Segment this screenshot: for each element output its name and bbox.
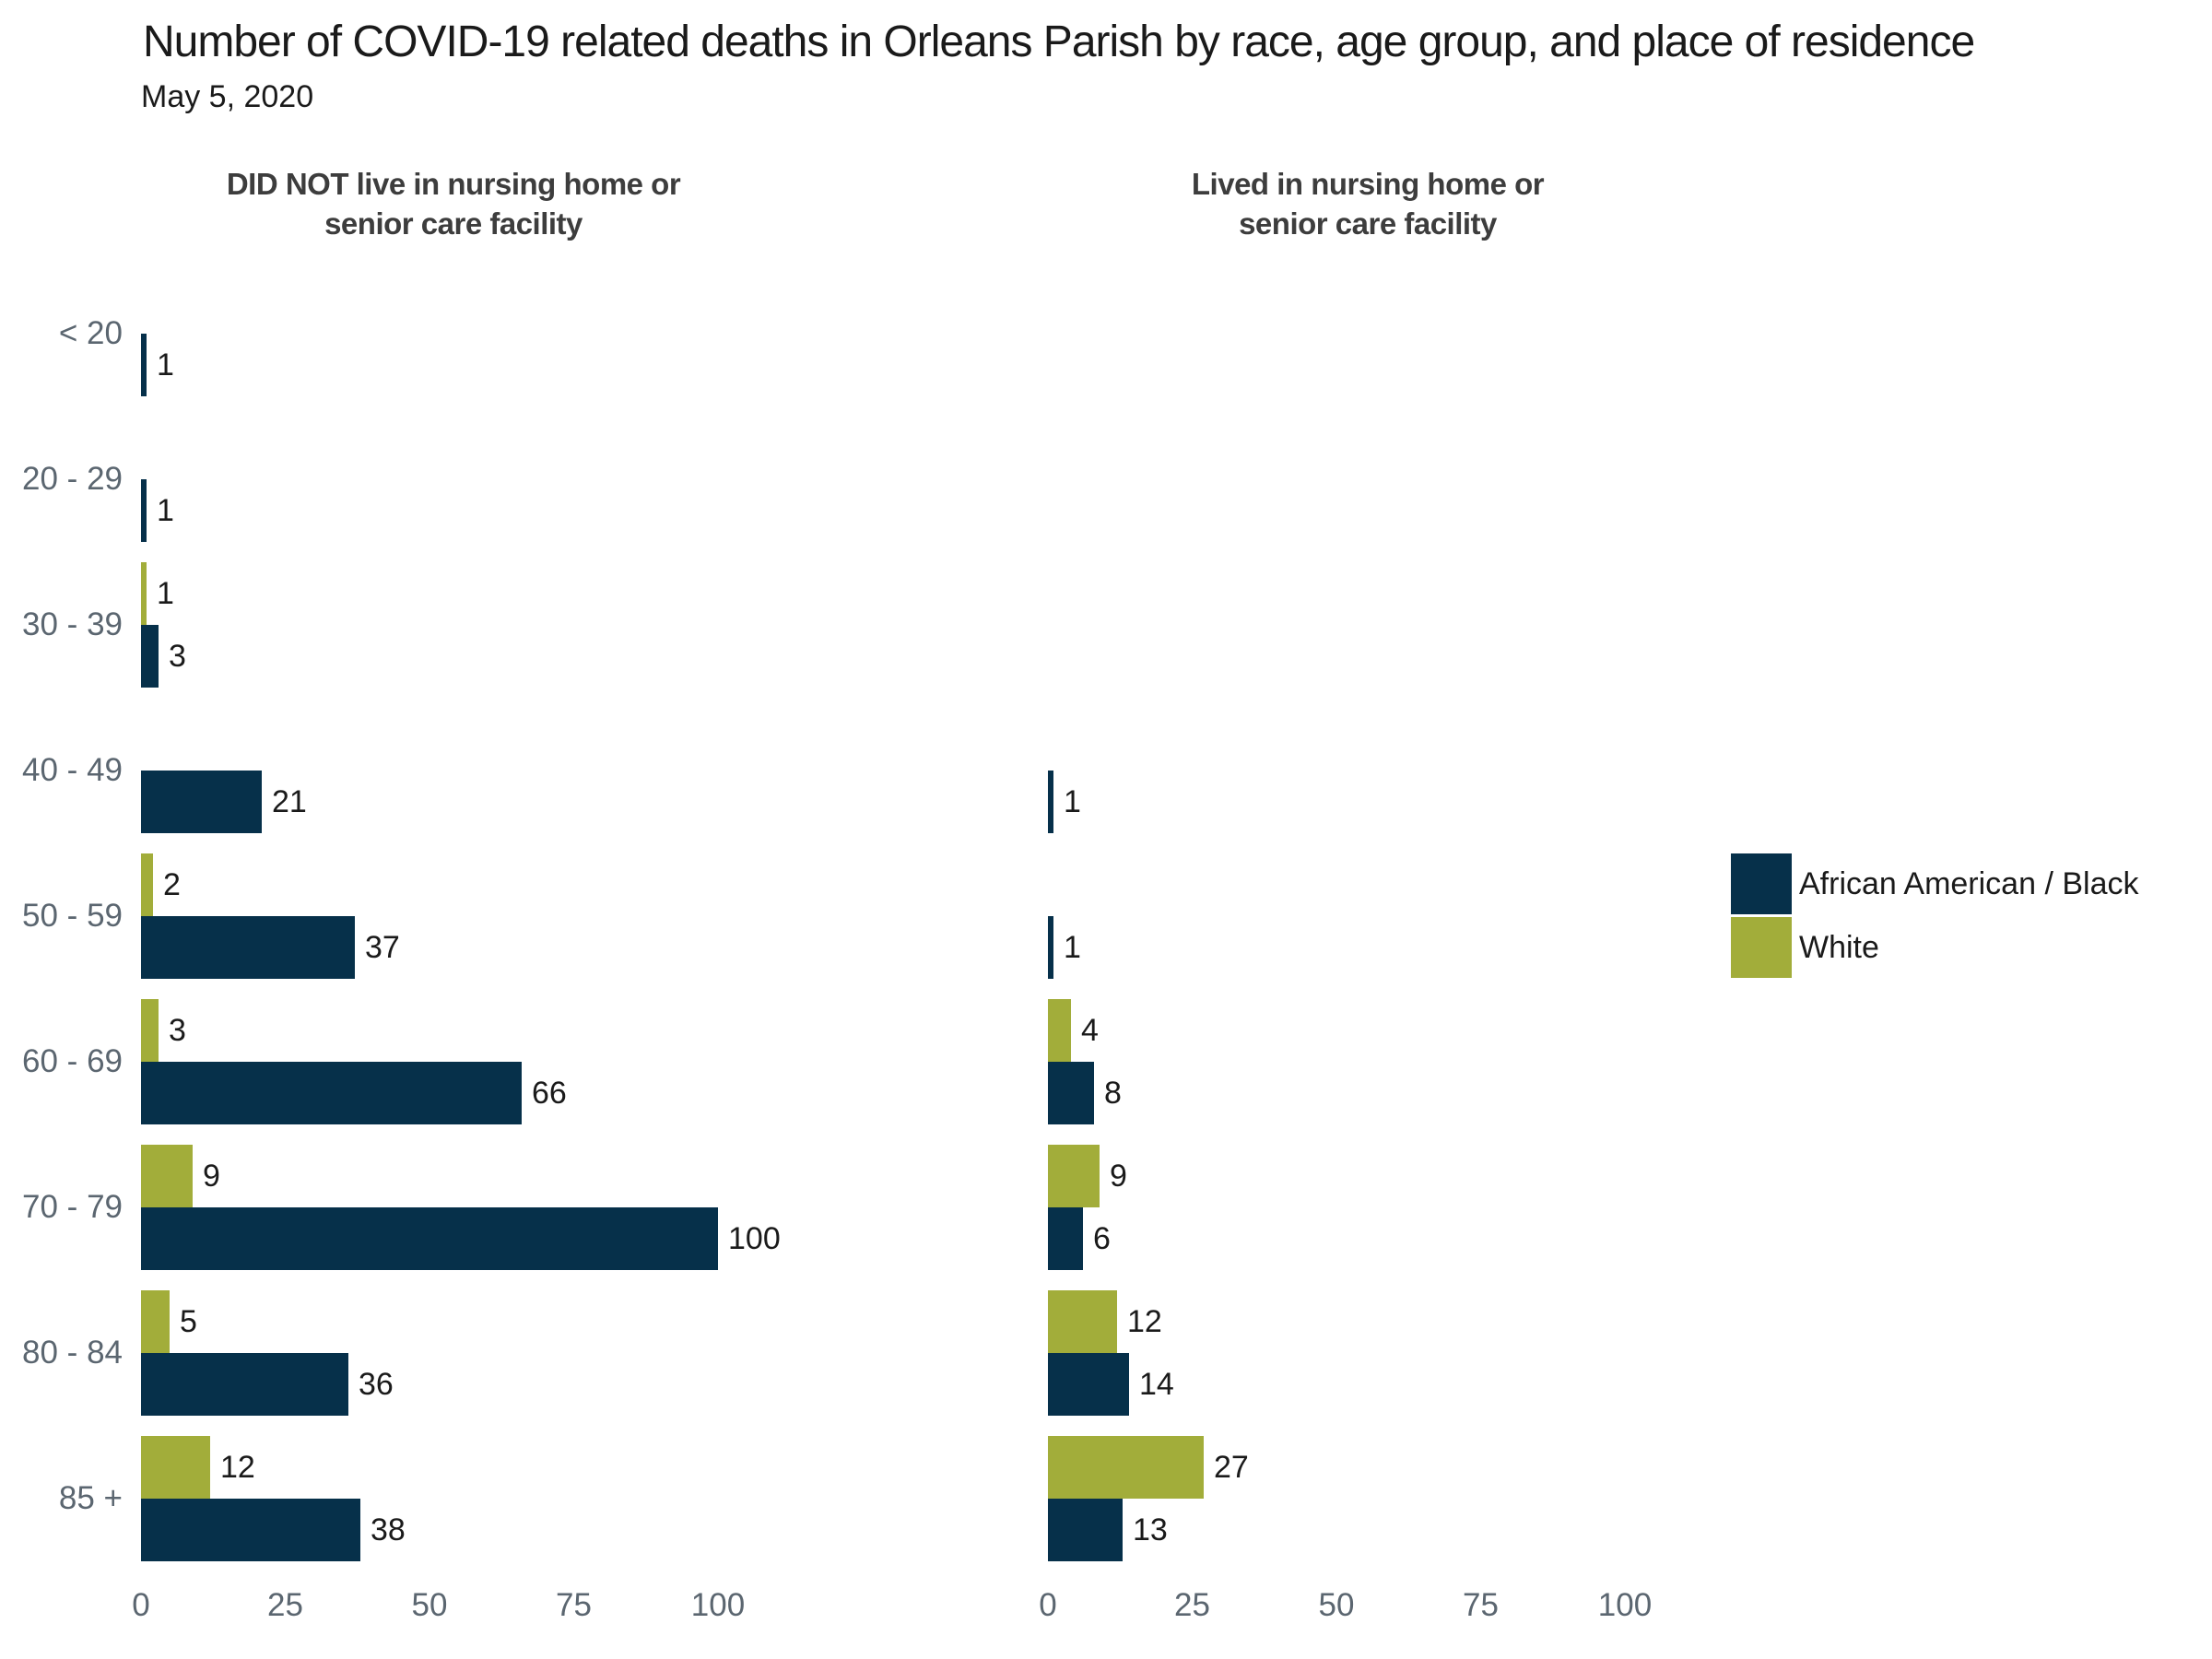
panel-header-line: Lived in nursing home or (1191, 167, 1545, 201)
legend-swatch-african-american (1731, 853, 1792, 914)
value-label: 66 (532, 1076, 567, 1111)
bar-african-american (141, 1353, 348, 1416)
bar-african-american (141, 479, 147, 542)
legend-label: African American / Black (1799, 865, 2139, 901)
category-label: < 20 (58, 315, 123, 351)
value-label: 37 (365, 930, 400, 965)
bar-african-american (141, 1207, 718, 1270)
value-label: 4 (1081, 1013, 1099, 1048)
panel-header-did-not-live: DID NOT live in nursing home or senior c… (159, 164, 748, 243)
legend-item-white: White (1731, 917, 1879, 978)
axis-tick-label: 0 (132, 1587, 150, 1623)
axis-tick-label: 25 (267, 1587, 303, 1623)
value-label: 38 (371, 1512, 406, 1547)
value-label: 13 (1133, 1512, 1168, 1547)
bar-african-american (141, 771, 262, 833)
category-label: 85 + (58, 1480, 123, 1516)
axis-tick-label: 25 (1174, 1587, 1210, 1623)
bar-african-american (141, 1499, 360, 1561)
value-label: 12 (1127, 1304, 1162, 1339)
bar-white (141, 562, 147, 625)
bar-african-american (1048, 916, 1053, 979)
value-label: 3 (169, 1013, 186, 1048)
value-label: 2 (163, 867, 181, 902)
bar-african-american (1048, 1207, 1083, 1270)
category-label: 60 - 69 (22, 1043, 123, 1079)
value-label: 9 (203, 1159, 220, 1194)
value-label: 3 (169, 639, 186, 674)
bar-white (141, 1145, 193, 1207)
panel-header-line: senior care facility (1239, 206, 1497, 241)
value-label: 21 (272, 784, 307, 819)
value-label: 1 (157, 347, 174, 382)
panel-header-line: senior care facility (324, 206, 582, 241)
panel-header-lived: Lived in nursing home or senior care fac… (1073, 164, 1663, 243)
bar-african-american (1048, 1062, 1094, 1124)
value-label: 6 (1093, 1221, 1111, 1256)
category-label: 30 - 39 (22, 606, 123, 642)
bar-african-american (1048, 1499, 1123, 1561)
value-label: 9 (1110, 1159, 1127, 1194)
bar-white (141, 1436, 210, 1499)
chart-title: Number of COVID-19 related deaths in Orl… (143, 18, 1975, 66)
value-label: 1 (157, 493, 174, 528)
bar-white (141, 1290, 170, 1353)
bar-white (1048, 1436, 1204, 1499)
value-label: 14 (1139, 1367, 1174, 1402)
category-label: 70 - 79 (22, 1189, 123, 1225)
value-label: 1 (157, 576, 174, 611)
bar-white (1048, 1290, 1117, 1353)
legend-item-african-american: African American / Black (1731, 853, 2138, 914)
category-label: 80 - 84 (22, 1335, 123, 1371)
category-label: 50 - 59 (22, 898, 123, 934)
axis-tick-label: 100 (1597, 1587, 1653, 1623)
axis-tick-label: 75 (556, 1587, 592, 1623)
bar-african-american (1048, 771, 1053, 833)
bar-white (141, 853, 153, 916)
panel-header-line: DID NOT live in nursing home or (226, 167, 681, 201)
axis-tick-label: 50 (1318, 1587, 1355, 1623)
category-label: 40 - 49 (22, 752, 123, 788)
value-label: 1 (1064, 784, 1081, 819)
axis-tick-label: 50 (411, 1587, 448, 1623)
legend-swatch-white (1731, 917, 1792, 978)
bar-african-american (141, 334, 147, 396)
value-label: 5 (180, 1304, 197, 1339)
value-label: 27 (1214, 1450, 1249, 1485)
value-label: 12 (220, 1450, 255, 1485)
category-label: 20 - 29 (22, 461, 123, 497)
legend-label: White (1799, 929, 1879, 965)
axis-tick-label: 75 (1463, 1587, 1499, 1623)
value-label: 1 (1064, 930, 1081, 965)
chart-subtitle: May 5, 2020 (141, 79, 314, 114)
axis-tick-label: 100 (690, 1587, 746, 1623)
bar-white (1048, 1145, 1100, 1207)
axis-tick-label: 0 (1039, 1587, 1057, 1623)
bar-african-american (141, 1062, 522, 1124)
value-label: 8 (1104, 1076, 1122, 1111)
value-label: 36 (359, 1367, 394, 1402)
bar-african-american (141, 916, 355, 979)
value-label: 100 (728, 1221, 781, 1256)
bar-african-american (1048, 1353, 1129, 1416)
bar-white (141, 999, 159, 1062)
bar-white (1048, 999, 1071, 1062)
bar-african-american (141, 625, 159, 688)
